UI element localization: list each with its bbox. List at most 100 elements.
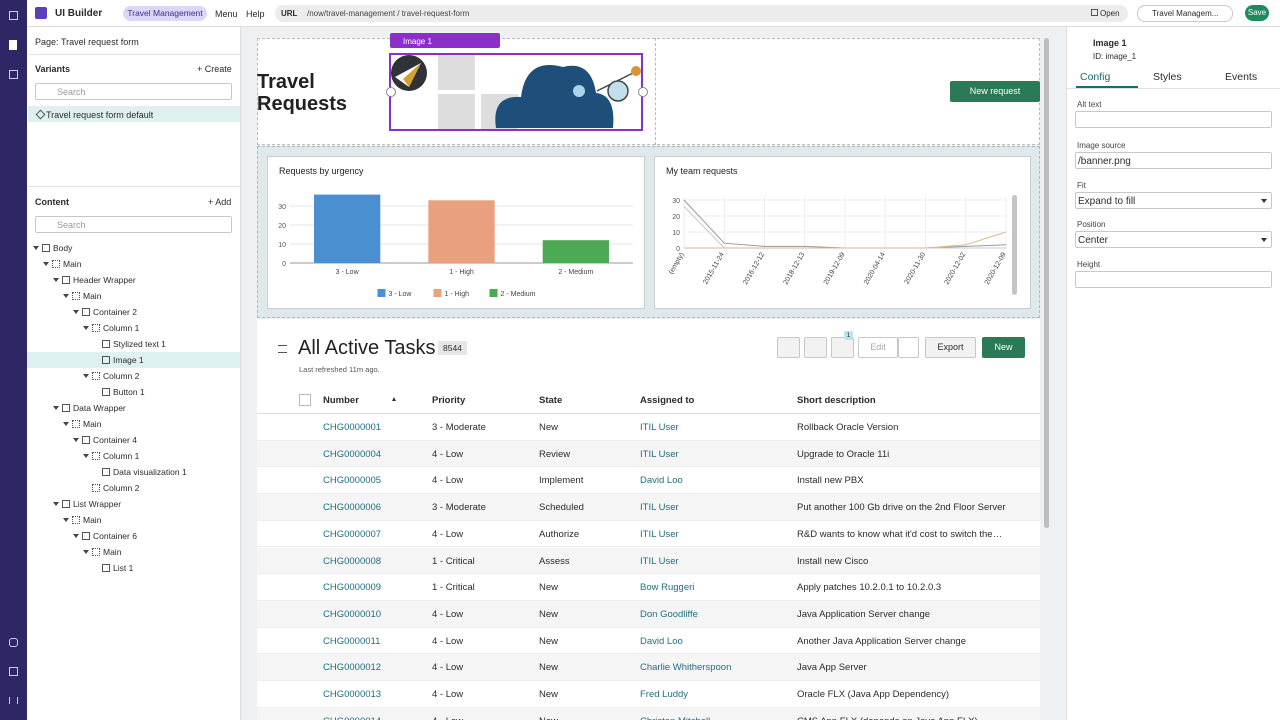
tree-node[interactable]: Column 2 — [27, 368, 240, 384]
field-input[interactable]: Expand to fill — [1075, 192, 1272, 209]
content-search[interactable] — [35, 216, 232, 233]
column-header[interactable]: Priority — [432, 395, 466, 406]
record-link[interactable]: CHG0000005 — [323, 475, 382, 487]
record-link[interactable]: CHG0000014 — [323, 716, 381, 720]
tree-node[interactable]: Stylized text 1 — [27, 336, 240, 352]
user-link[interactable]: ITIL User — [640, 422, 679, 433]
tree-caret[interactable] — [53, 278, 59, 282]
tree-node[interactable]: Button 1 — [27, 384, 240, 400]
record-link[interactable]: CHG0000007 — [323, 528, 382, 540]
export-button[interactable]: Export — [925, 337, 976, 358]
record-link[interactable]: CHG0000012 — [323, 662, 382, 674]
tab[interactable]: Config — [1080, 71, 1111, 83]
filter-button[interactable] — [831, 337, 854, 358]
tree-node[interactable]: Main — [27, 256, 240, 272]
tab[interactable]: Events — [1225, 71, 1258, 83]
tree-node[interactable]: Container 6 — [27, 528, 240, 544]
record-link[interactable]: CHG0000010 — [323, 608, 382, 620]
rail-code-icon[interactable] — [9, 697, 18, 704]
tree-caret[interactable] — [53, 502, 59, 506]
user-link[interactable]: ITIL User — [640, 555, 679, 567]
tree-node[interactable]: Main — [27, 544, 240, 560]
tree-node[interactable]: Body — [27, 240, 240, 256]
user-link[interactable]: Don Goodliffe — [640, 608, 698, 620]
tree-node[interactable]: Image 1 — [27, 352, 240, 368]
tree-node[interactable]: Column 1 — [27, 320, 240, 336]
resize-handle[interactable] — [386, 87, 396, 97]
record-link[interactable]: CHG0000011 — [323, 635, 381, 647]
experience-select[interactable] — [1137, 5, 1233, 22]
resize-handle[interactable] — [638, 87, 648, 97]
app-tab[interactable]: Travel Management — [123, 6, 207, 21]
list-menu-icon[interactable] — [278, 345, 287, 353]
tree-node[interactable]: List Wrapper — [27, 496, 240, 512]
tree-caret[interactable] — [63, 422, 69, 426]
variant-item[interactable] — [28, 106, 240, 122]
tree-node[interactable]: Header Wrapper — [27, 272, 240, 288]
user-link[interactable]: ITIL User — [640, 502, 679, 514]
tree-caret[interactable] — [63, 294, 69, 298]
rail-page-icon[interactable] — [9, 40, 17, 50]
tree-node[interactable]: Column 2 — [27, 480, 240, 496]
field-input[interactable]: /banner.png — [1075, 152, 1272, 169]
add-content[interactable]: + Add — [208, 197, 232, 207]
column-header[interactable]: Assigned to — [640, 395, 695, 406]
rail-home-icon[interactable] — [9, 11, 18, 20]
record-link[interactable]: CHG0000006 — [323, 502, 382, 514]
save-button[interactable]: Save — [1245, 5, 1269, 21]
tree-caret[interactable] — [43, 262, 49, 266]
tree-caret[interactable] — [83, 374, 89, 378]
header-wrapper[interactable] — [257, 38, 1040, 145]
tree-node[interactable]: Column 1 — [27, 448, 240, 464]
column-header[interactable]: State — [539, 395, 563, 406]
variants-search[interactable] — [35, 83, 232, 100]
rail-components-icon[interactable] — [9, 70, 18, 79]
select-all-checkbox[interactable] — [299, 394, 311, 406]
tree-caret[interactable] — [83, 550, 89, 554]
tree-caret[interactable] — [53, 406, 59, 410]
user-link[interactable]: ITIL User — [640, 528, 679, 540]
canvas-scrollbar[interactable] — [1044, 38, 1049, 528]
rail-data-icon[interactable] — [9, 638, 18, 647]
column-header[interactable]: Number — [323, 395, 359, 406]
tree-caret[interactable] — [83, 454, 89, 458]
tree-caret[interactable] — [73, 310, 79, 314]
record-link[interactable]: CHG0000013 — [323, 689, 382, 700]
rail-preview-icon[interactable] — [9, 667, 18, 676]
tree-node[interactable]: Data visualization 1 — [27, 464, 240, 480]
tree-node[interactable]: Main — [27, 288, 240, 304]
tree-caret[interactable] — [33, 246, 39, 250]
tree-node[interactable]: Main — [27, 416, 240, 432]
open-link[interactable]: Open — [1100, 9, 1120, 18]
field-input[interactable] — [1075, 111, 1272, 128]
tree-node[interactable]: Container 4 — [27, 432, 240, 448]
tree-node[interactable]: Main — [27, 512, 240, 528]
create-variant[interactable]: + Create — [197, 64, 232, 74]
user-link[interactable]: Bow Ruggeri — [640, 582, 695, 594]
user-link[interactable]: Christen Mitchell — [640, 716, 710, 720]
new-button[interactable]: New — [982, 337, 1025, 358]
tree-caret[interactable] — [73, 534, 79, 538]
user-link[interactable]: Fred Luddy — [640, 689, 689, 700]
record-link[interactable]: CHG0000004 — [323, 448, 382, 460]
menu-link[interactable]: Menu — [215, 9, 238, 19]
tree-node[interactable]: Data Wrapper — [27, 400, 240, 416]
user-link[interactable]: ITIL User — [640, 448, 679, 460]
tree-caret[interactable] — [73, 438, 79, 442]
field-input[interactable] — [1075, 271, 1272, 288]
column-header[interactable]: Short description — [797, 395, 876, 406]
tree-node[interactable]: List 1 — [27, 560, 240, 576]
tree-node[interactable]: Container 2 — [27, 304, 240, 320]
new-request-button[interactable]: New request — [950, 81, 1040, 102]
record-link[interactable]: CHG0000001 — [323, 422, 382, 433]
tree-caret[interactable] — [83, 326, 89, 330]
user-link[interactable]: David Loo — [640, 635, 683, 647]
help-link[interactable]: Help — [246, 9, 265, 19]
record-link[interactable]: CHG0000008 — [323, 555, 382, 567]
settings-button[interactable] — [804, 337, 827, 358]
refresh-button[interactable] — [777, 337, 800, 358]
tree-caret[interactable] — [63, 518, 69, 522]
field-input[interactable]: Center — [1075, 231, 1272, 248]
tab[interactable]: Styles — [1153, 71, 1182, 83]
user-link[interactable]: David Loo — [640, 475, 683, 487]
